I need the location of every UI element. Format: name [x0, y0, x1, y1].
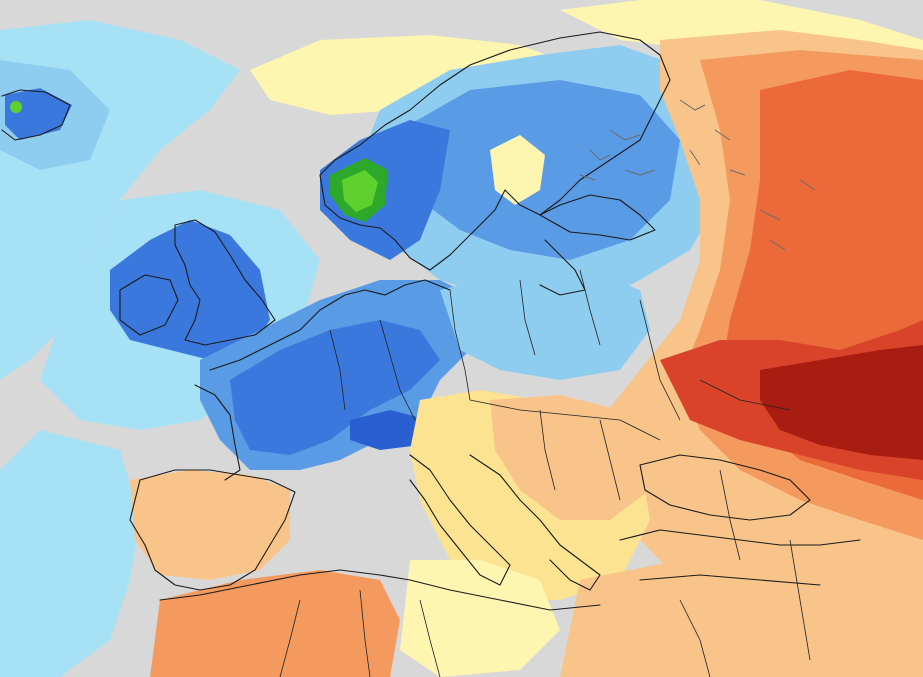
british-coastline [174, 219, 276, 346]
iceland-deep-blue [5, 88, 72, 140]
black-sea-coastline [639, 454, 811, 521]
france-germany-blue [230, 320, 440, 455]
iceland-green-spot [10, 101, 22, 113]
finland-yellow-patch [490, 135, 545, 205]
iberia-coastline [129, 469, 296, 591]
balkans-coastline [469, 454, 601, 591]
atlantic-anomaly-south [0, 430, 140, 677]
country-borders [279, 269, 811, 677]
mideast-light-orange [560, 560, 923, 677]
alps-deep-blue [350, 410, 430, 450]
iberia-light-orange [130, 470, 290, 580]
turkey-coastline [619, 529, 861, 586]
central-europe-light-blue [440, 270, 650, 380]
italy-coastline [409, 454, 511, 586]
western-europe-coastline [194, 279, 451, 481]
north-africa-orange [150, 570, 400, 677]
baltic-states-coastline [539, 239, 586, 296]
iceland-coastline [1, 89, 71, 141]
finland-coastline [539, 194, 656, 241]
ukraine-dark-red [760, 345, 923, 460]
mediterranean-pale-yellow [400, 560, 560, 677]
lakes [579, 99, 816, 251]
north-africa-coastline [159, 569, 601, 611]
scandinavia-coastline [319, 31, 671, 271]
norway-bright-green [342, 170, 378, 212]
ireland-coastline [119, 274, 179, 336]
